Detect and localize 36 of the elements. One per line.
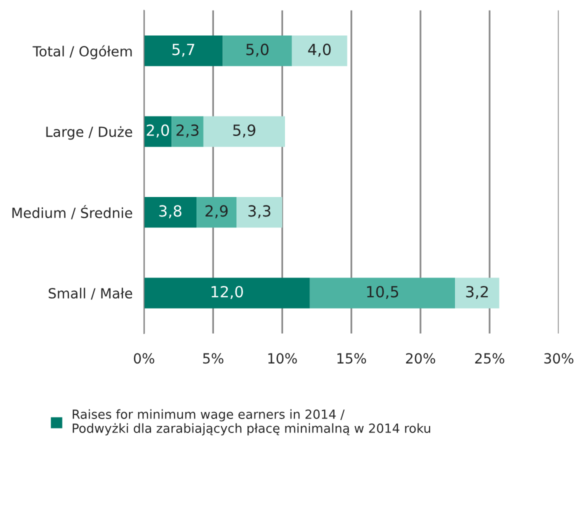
bar [196,196,237,228]
data-label: 3,8 [159,205,182,218]
bar [144,196,197,228]
data-label: 5,9 [233,124,256,138]
bar [144,35,223,66]
y-tick-label: Medium / Średnie [12,205,132,220]
bar [172,116,204,147]
x-tick-label: 0% [134,353,154,364]
y-tick-label: Large / Duże [46,126,132,140]
data-label: 10,5 [367,286,398,300]
data-label: 3,2 [466,286,488,300]
bar [236,196,282,228]
data-label: 4,0 [308,44,331,57]
x-tick-label: 10% [268,353,297,364]
bar [144,116,172,147]
x-tick-label: 25% [475,353,504,364]
data-label: 3,3 [248,205,270,218]
data-label: 12,0 [212,286,243,300]
bar [222,35,292,66]
legend-label: Raises for minimum wage earners in 2014 / Podwyżki dla zarabiających płacę minimalną w 2014 roku [72,409,430,436]
y-tick-label: Total / Ogółem [32,45,132,60]
data-label: 5,7 [172,44,194,57]
x-tick-label: 15% [337,353,366,364]
y-tick-label: Small / Małe [48,288,132,300]
data-label: 5,0 [246,44,268,57]
data-label: 2,3 [176,124,198,138]
x-tick-label: 5% [203,353,224,364]
x-tick-label: 20% [406,353,436,364]
x-tick-label: 30% [544,353,574,364]
data-label: 2,9 [206,205,228,218]
bar [310,278,456,308]
bar [203,116,286,147]
data-label: 2,0 [146,124,169,138]
bar [144,278,310,308]
bar [292,35,348,66]
bar [455,278,500,308]
